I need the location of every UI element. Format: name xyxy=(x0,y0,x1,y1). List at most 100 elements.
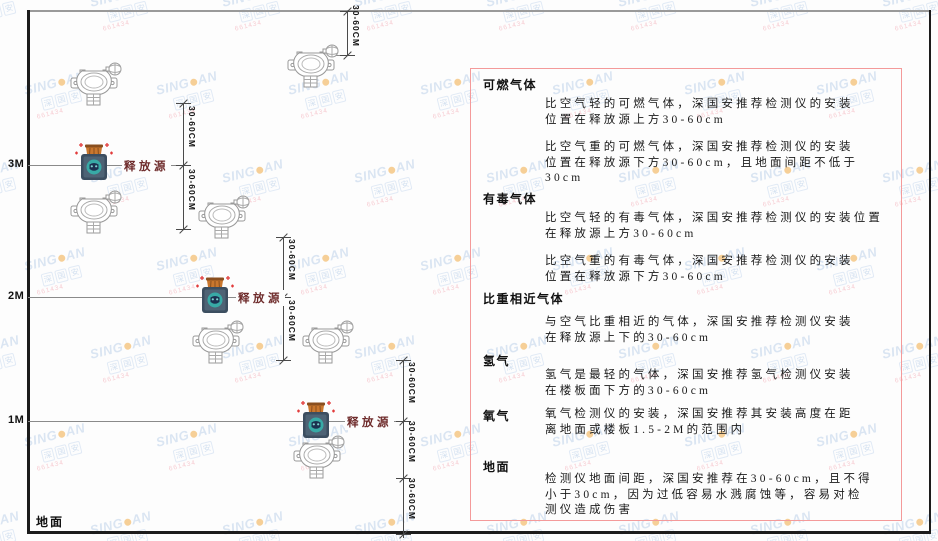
logo-dot-icon xyxy=(255,342,264,351)
section-paragraph: 比空气重的有毒气体，深国安推荐检测仪的安装 位置在释放源下方30-60cm xyxy=(545,254,854,285)
singoan-cjk: 深国安 xyxy=(898,518,938,541)
gas-detector-icon xyxy=(190,319,244,365)
singoan-cjk: 深国安 xyxy=(634,518,702,541)
watermark-code: 661434 xyxy=(0,536,44,541)
logo-dot-icon xyxy=(321,254,330,263)
singoan-cjk: 深国安 xyxy=(238,342,306,375)
watermark-code: 661434 xyxy=(168,459,197,473)
paragraph-line: 与空气比重相近的气体，深国安推荐检测仪安装 xyxy=(545,316,854,328)
release-source-icon xyxy=(294,400,338,444)
paragraph-line: 位置在释放源下方30-60cm xyxy=(545,270,726,283)
release-source-icon xyxy=(193,275,237,319)
singoan-cjk: 深国安 xyxy=(304,254,372,287)
left-wall-line xyxy=(27,10,30,534)
ground-line xyxy=(28,531,931,534)
logo-dot-icon xyxy=(453,78,462,87)
dimension-line xyxy=(347,11,348,55)
section-heading: 有毒气体 xyxy=(483,192,538,206)
watermark-code: 661434 xyxy=(234,371,263,385)
singoan-cjk: 深国安 xyxy=(898,166,938,199)
logo-dot-icon xyxy=(387,166,396,175)
section-paragraph: 检测仪地面间距，深国安推荐在30-60cm，且不得 小于30cm，因为过低容易水溅… xyxy=(545,472,873,519)
watermark-code: 661434 xyxy=(630,536,703,541)
gas-detector-icon xyxy=(285,43,339,89)
dimension-label: 30-60CM xyxy=(407,478,417,520)
paragraph-line: 氧气检测仪的安装，深国安推荐其安装高度在距 xyxy=(545,408,854,420)
release-source-icon xyxy=(72,142,116,186)
section-heading: 地面 xyxy=(483,460,511,474)
singoan-cjk: 深国安 xyxy=(172,78,240,111)
section-paragraph: 氧气检测仪的安装，深国安推荐其安装高度在距 离地面或楼板1.5-2M的范围内 xyxy=(545,407,854,438)
logo-dot-icon xyxy=(189,78,198,87)
section-heading: 可燃气体 xyxy=(483,78,538,92)
paragraph-line: 测仪造成伤害 xyxy=(545,504,634,516)
singoan-cjk: 深国安 xyxy=(0,342,42,375)
axis-label-2m: 2M xyxy=(8,290,25,302)
release-source-label: 释放源 xyxy=(236,290,285,306)
paragraph-line: 在释放源上下的30-60cm xyxy=(545,331,712,344)
logo-dot-icon xyxy=(123,518,132,527)
section-paragraph: 比空气轻的可燃气体，深国安推荐检测仪的安装 位置在释放源上方30-60cm xyxy=(545,97,854,128)
section-paragraph: 与空气比重相近的气体，深国安推荐检测仪安装 在释放源上下的30-60cm xyxy=(545,315,854,346)
dimension-label: 30-60CM xyxy=(187,169,197,211)
dimension-label: 30-60CM xyxy=(287,239,297,281)
singoan-cjk: 深国安 xyxy=(898,342,938,375)
singoan-cjk: 深国安 xyxy=(172,430,240,463)
dimension-label: 30-60CM xyxy=(407,362,417,404)
paragraph-line: 位置在释放源上方30-60cm xyxy=(545,113,726,126)
dimension-label: 30-60CM xyxy=(287,300,297,342)
paragraph-line: 位置在释放源下方30-60cm，且地面间距不低于 xyxy=(545,156,859,169)
paragraph-line: 检测仪地面间距，深国安推荐在30-60cm，且不得 xyxy=(545,473,873,485)
section-paragraph: 比空气重的可燃气体，深国安推荐检测仪的安装 位置在释放源下方30-60cm，且地面… xyxy=(545,140,858,187)
paragraph-line: 比空气重的有毒气体，深国安推荐检测仪的安装 xyxy=(545,255,854,267)
dimension-label: 30-60CM xyxy=(187,106,197,148)
watermark-code: 661434 xyxy=(102,371,131,385)
paragraph-line: 在释放源上方30-60cm xyxy=(545,227,697,240)
ground-label: 地面 xyxy=(36,515,65,529)
leader-line xyxy=(28,297,283,298)
paragraph-line: 在楼板面下方的30-60cm xyxy=(545,384,712,397)
logo-dot-icon xyxy=(57,78,66,87)
leader-line xyxy=(332,55,347,56)
singoan-cjk: 深国安 xyxy=(106,342,174,375)
singoan-cjk: 深国安 xyxy=(238,518,306,541)
watermark-code: 661434 xyxy=(300,107,329,121)
gas-detector-icon xyxy=(291,434,345,480)
singoan-cjk: 深国安 xyxy=(106,518,174,541)
watermark-code: 661434 xyxy=(366,195,395,209)
paragraph-line: 小于30cm，因为过低容易水溅腐蚀等，容易对检 xyxy=(545,488,863,501)
watermark-code: 661434 xyxy=(102,536,175,541)
paragraph-line: 离地面或楼板1.5-2M的范围内 xyxy=(545,423,746,436)
logo-dot-icon xyxy=(915,518,924,527)
dimension-line xyxy=(403,360,404,538)
watermark-code: 661434 xyxy=(0,184,44,209)
watermark-code: 661434 xyxy=(894,536,938,541)
paragraph-line: 比空气轻的可燃气体，深国安推荐检测仪的安装 xyxy=(545,98,854,110)
logo-dot-icon xyxy=(387,342,396,351)
